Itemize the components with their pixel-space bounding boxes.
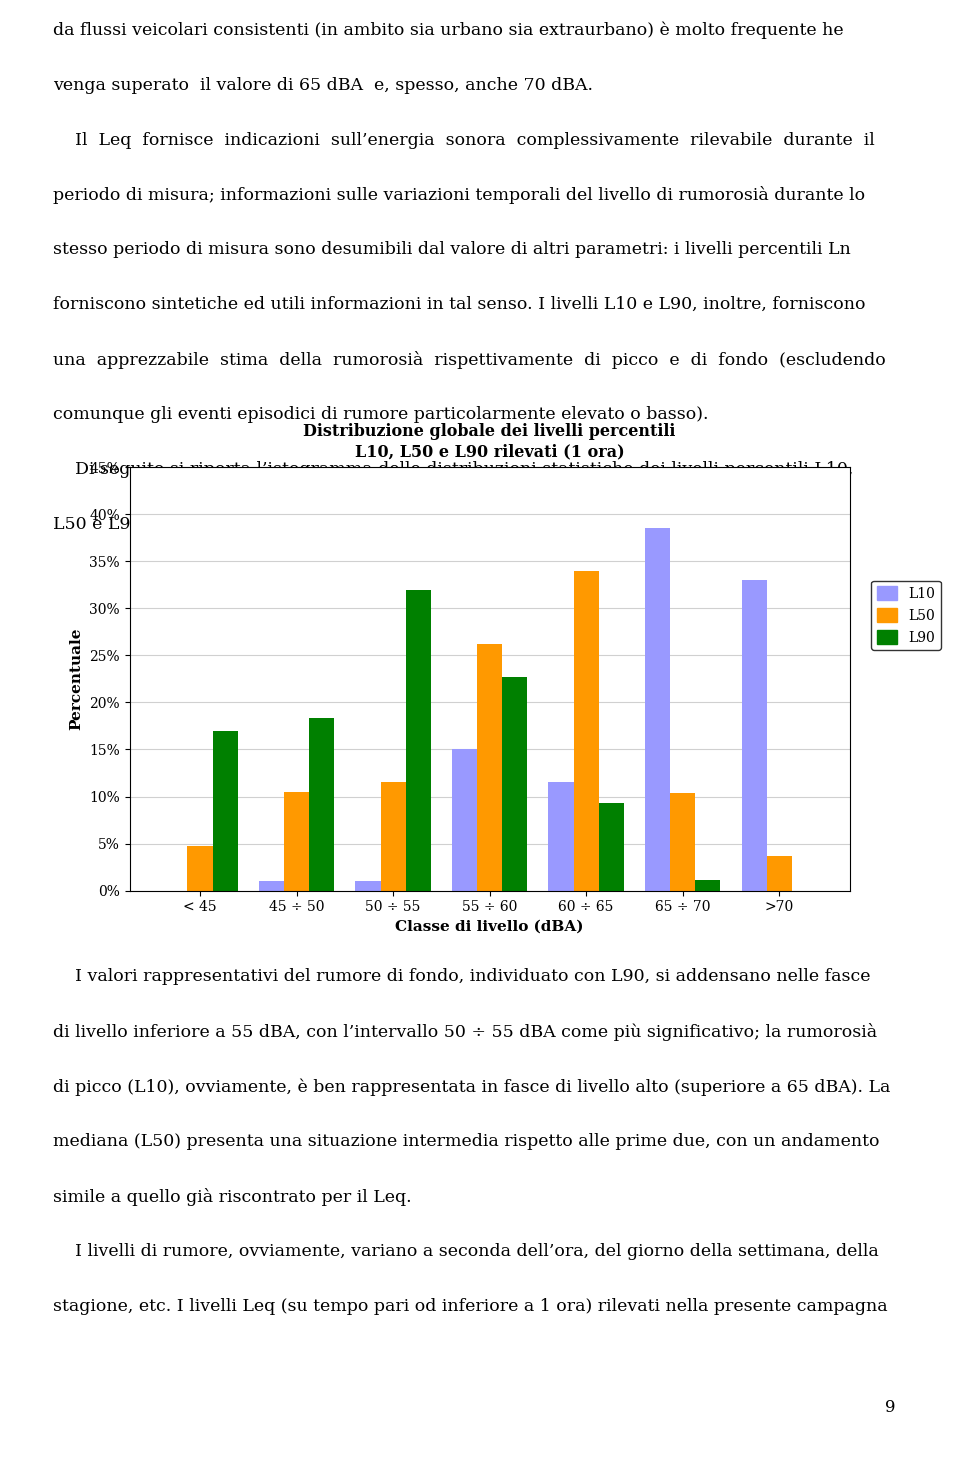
Text: L50 e L90  (misurati su un tempo di 1 h e in periodo diurno).: L50 e L90 (misurati su un tempo di 1 h e… (53, 515, 588, 533)
Bar (599, 803, 624, 891)
Text: forniscono sintetiche ed utili informazioni in tal senso. I livelli L10 e L90, i: forniscono sintetiche ed utili informazi… (53, 296, 865, 314)
Bar (502, 677, 527, 891)
Legend: L10, L50, L90: L10, L50, L90 (871, 581, 941, 650)
Text: di picco (L10), ovviamente, è ben rappresentata in fasce di livello alto (superi: di picco (L10), ovviamente, è ben rappre… (53, 1079, 890, 1096)
Text: mediana (L50) presenta una situazione intermedia rispetto alle prime due, con un: mediana (L50) presenta una situazione in… (53, 1133, 879, 1150)
Bar (259, 882, 284, 891)
Bar (309, 718, 334, 891)
Text: una  apprezzabile  stima  della  rumorosià  rispettivamente  di  picco  e  di  f: una apprezzabile stima della rumorosià r… (53, 352, 885, 369)
Text: 9: 9 (885, 1400, 896, 1416)
Bar (406, 590, 431, 891)
Bar (477, 644, 502, 891)
X-axis label: Classe di livello (dBA): Classe di livello (dBA) (396, 920, 584, 934)
Text: di livello inferiore a 55 dBA, con l’intervallo 50 ÷ 55 dBA come più significati: di livello inferiore a 55 dBA, con l’int… (53, 1023, 876, 1041)
Text: stesso periodo di misura sono desumibili dal valore di altri parametri: i livell: stesso periodo di misura sono desumibili… (53, 241, 851, 258)
Bar (355, 882, 380, 891)
Text: Di seguito si riporta l’istogramma delle distribuzioni statistiche dei livelli p: Di seguito si riporta l’istogramma delle… (53, 461, 853, 477)
Text: stagione, etc. I livelli Leq (su tempo pari od inferiore a 1 ora) rilevati nella: stagione, etc. I livelli Leq (su tempo p… (53, 1298, 887, 1315)
Text: comunque gli eventi episodici di rumore particolarmente elevato o basso).: comunque gli eventi episodici di rumore … (53, 406, 708, 423)
Y-axis label: Percentuale: Percentuale (69, 628, 84, 730)
Text: periodo di misura; informazioni sulle variazioni temporali del livello di rumoro: periodo di misura; informazioni sulle va… (53, 187, 865, 204)
Bar (695, 880, 720, 891)
Bar (645, 529, 670, 891)
Text: I livelli di rumore, ovviamente, variano a seconda dell’ora, del giorno della se: I livelli di rumore, ovviamente, variano… (53, 1242, 878, 1260)
Bar (380, 783, 406, 891)
Title: Distribuzione globale dei livelli percentili
L10, L50 e L90 rilevati (1 ora): Distribuzione globale dei livelli percen… (303, 423, 676, 460)
Text: Il  Leq  fornisce  indicazioni  sull’energia  sonora  complessivamente  rilevabi: Il Leq fornisce indicazioni sull’energia… (53, 131, 875, 149)
Bar (187, 847, 212, 891)
Bar (284, 791, 309, 891)
Text: venga superato  il valore di 65 dBA  e, spesso, anche 70 dBA.: venga superato il valore di 65 dBA e, sp… (53, 76, 592, 93)
Bar (548, 783, 573, 891)
Bar (670, 793, 695, 891)
Bar (741, 580, 767, 891)
Text: simile a quello già riscontrato per il Leq.: simile a quello già riscontrato per il L… (53, 1188, 412, 1206)
Text: da flussi veicolari consistenti (in ambito sia urbano sia extraurbano) è molto f: da flussi veicolari consistenti (in ambi… (53, 22, 844, 39)
Bar (573, 571, 599, 891)
Text: I valori rappresentativi del rumore di fondo, individuato con L90, si addensano : I valori rappresentativi del rumore di f… (53, 968, 871, 986)
Bar (452, 749, 477, 891)
Bar (767, 856, 792, 891)
Bar (212, 730, 238, 891)
